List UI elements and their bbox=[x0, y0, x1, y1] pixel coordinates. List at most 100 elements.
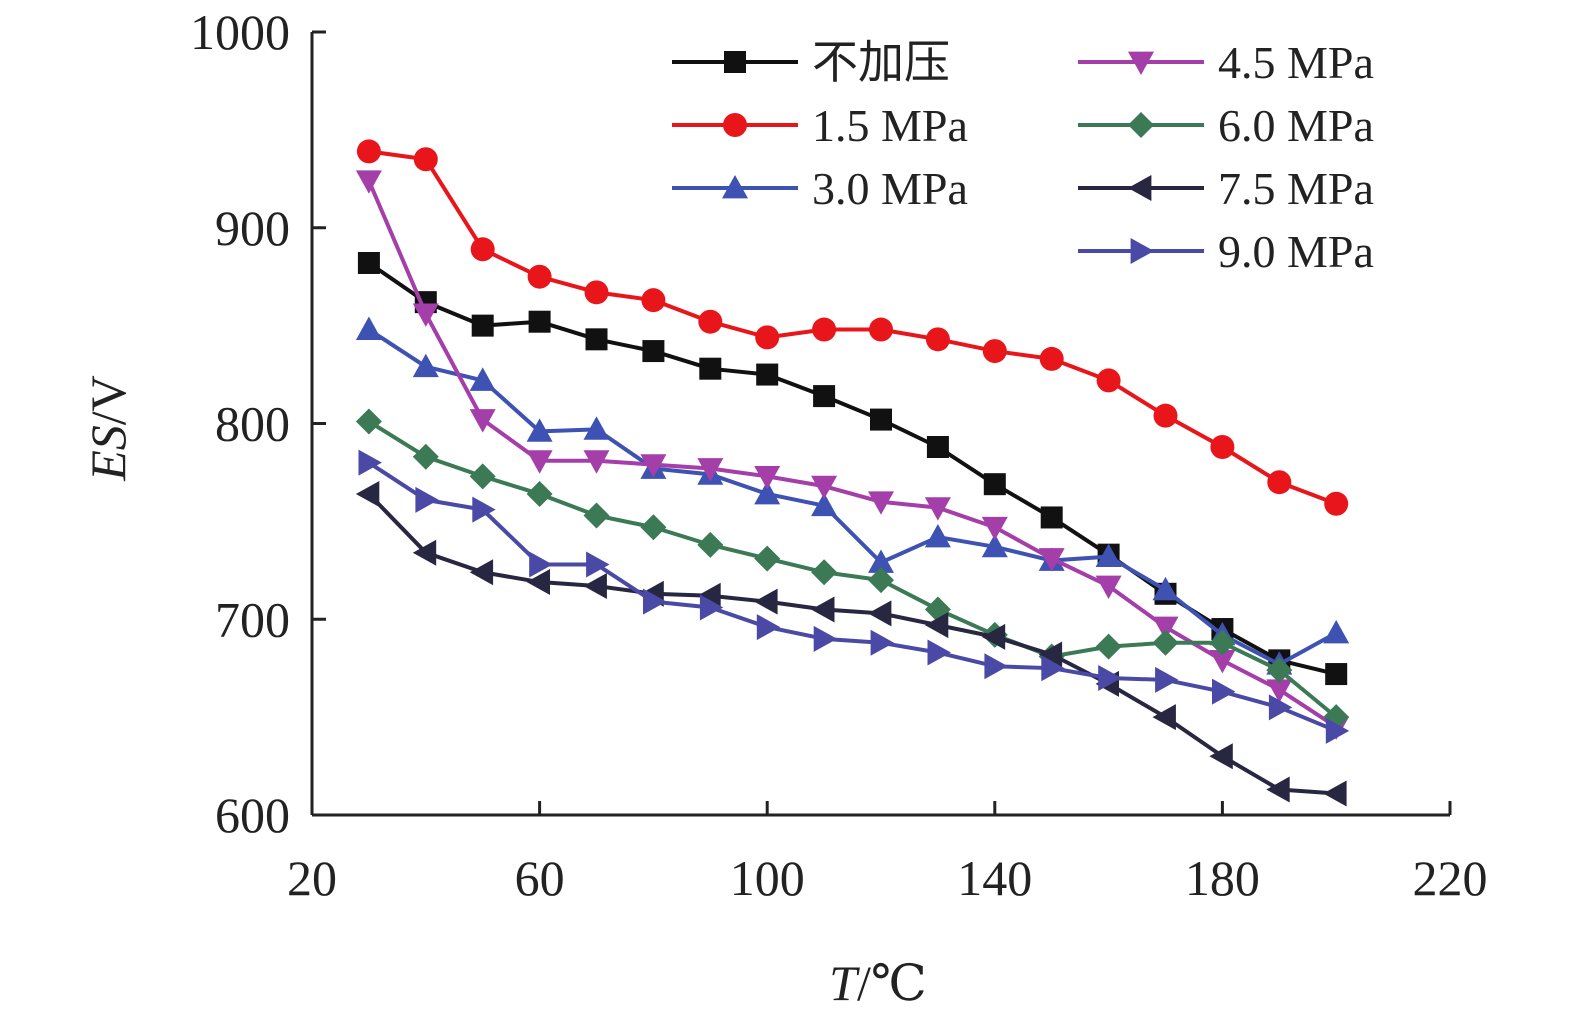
legend-item: 7.5 MPa bbox=[1078, 163, 1374, 214]
data-point bbox=[526, 418, 553, 442]
data-point bbox=[870, 408, 892, 431]
data-point bbox=[869, 317, 893, 342]
data-point bbox=[1323, 780, 1347, 807]
data-point bbox=[528, 310, 551, 333]
x-axis-title: T/℃ bbox=[829, 955, 927, 1011]
data-point bbox=[981, 533, 1008, 558]
data-point bbox=[925, 327, 950, 352]
data-point bbox=[1152, 629, 1179, 656]
data-point bbox=[529, 551, 553, 578]
data-point bbox=[1152, 576, 1179, 601]
data-point bbox=[1152, 616, 1179, 641]
data-point bbox=[640, 454, 667, 478]
data-point bbox=[355, 316, 382, 340]
x-tick-label: 140 bbox=[957, 850, 1032, 906]
data-point bbox=[640, 514, 667, 541]
data-point bbox=[415, 486, 439, 513]
data-point bbox=[868, 567, 894, 594]
data-point bbox=[1325, 717, 1350, 744]
data-point bbox=[583, 450, 610, 474]
legend-item: 9.0 MPa bbox=[1078, 226, 1374, 277]
y-tick-label: 600 bbox=[215, 787, 290, 843]
data-point bbox=[1212, 678, 1236, 705]
data-point bbox=[469, 463, 496, 490]
data-point bbox=[526, 450, 553, 474]
data-point bbox=[1096, 368, 1121, 393]
series-6 bbox=[355, 480, 1347, 807]
data-point bbox=[697, 531, 724, 558]
data-point bbox=[926, 435, 949, 458]
legend-label: 9.0 MPa bbox=[1218, 226, 1374, 277]
legend-label: 不加压 bbox=[812, 37, 950, 88]
data-point bbox=[1152, 704, 1176, 731]
data-point bbox=[927, 639, 951, 666]
data-point bbox=[1267, 470, 1292, 495]
data-point bbox=[754, 588, 778, 615]
legend-label: 4.5 MPa bbox=[1218, 37, 1374, 88]
legend-label: 6.0 MPa bbox=[1218, 100, 1374, 151]
data-point bbox=[413, 147, 438, 172]
legend-marker bbox=[1128, 112, 1154, 138]
data-point bbox=[756, 614, 781, 641]
data-point bbox=[584, 280, 609, 305]
data-point bbox=[813, 385, 836, 408]
data-point bbox=[981, 516, 1008, 541]
data-point bbox=[412, 443, 439, 470]
data-point bbox=[924, 612, 949, 639]
legend-label: 3.0 MPa bbox=[812, 163, 968, 214]
series-2 bbox=[356, 139, 1349, 516]
data-point bbox=[1038, 548, 1065, 572]
data-point bbox=[924, 524, 951, 548]
data-point bbox=[355, 170, 382, 194]
data-point bbox=[924, 497, 951, 521]
data-point bbox=[699, 594, 724, 621]
data-point bbox=[641, 288, 666, 313]
data-point bbox=[698, 309, 723, 334]
data-point bbox=[1040, 506, 1063, 529]
data-point bbox=[1266, 657, 1293, 684]
data-point bbox=[813, 625, 838, 652]
data-point bbox=[697, 582, 721, 609]
data-point bbox=[526, 569, 550, 596]
y-tick-label: 900 bbox=[215, 200, 290, 256]
data-point bbox=[585, 328, 608, 351]
data-point bbox=[1209, 649, 1236, 674]
data-point bbox=[356, 139, 381, 164]
legend-marker bbox=[1130, 238, 1154, 264]
data-point bbox=[1038, 641, 1063, 668]
data-point bbox=[358, 449, 382, 476]
data-point bbox=[412, 539, 437, 566]
data-point bbox=[1095, 575, 1122, 599]
series-5 bbox=[355, 408, 1350, 731]
series-4 bbox=[355, 170, 1350, 740]
series-line bbox=[367, 327, 1338, 667]
data-point bbox=[355, 480, 380, 507]
data-point bbox=[812, 317, 837, 342]
data-point bbox=[469, 367, 496, 391]
legend-label: 1.5 MPa bbox=[812, 100, 968, 151]
data-point bbox=[1095, 633, 1122, 660]
series-1 bbox=[357, 251, 1348, 686]
data-point bbox=[1155, 666, 1179, 693]
data-point bbox=[1266, 679, 1293, 703]
data-point bbox=[470, 237, 495, 262]
data-point bbox=[642, 340, 665, 363]
data-point bbox=[471, 314, 494, 337]
data-point bbox=[526, 480, 553, 507]
legend-item: 1.5 MPa bbox=[672, 100, 968, 151]
legend-item: 不加压 bbox=[672, 37, 950, 88]
legend-marker bbox=[724, 51, 746, 73]
y-axis-title: ES/V bbox=[80, 375, 136, 482]
x-tick-label: 220 bbox=[1413, 850, 1488, 906]
data-point bbox=[1324, 491, 1349, 516]
legend: 不加压 1.5 MPa 3.0 MPa 4.5 MPa 6.0 MPa 7.5 MPa 9.… bbox=[672, 37, 1374, 277]
data-point bbox=[981, 623, 1006, 650]
data-point bbox=[697, 458, 724, 482]
data-point bbox=[1039, 346, 1064, 371]
legend-item: 3.0 MPa bbox=[672, 163, 968, 214]
data-point bbox=[469, 559, 494, 586]
legend-marker bbox=[1128, 51, 1154, 75]
y-tick-label: 1000 bbox=[190, 4, 290, 60]
data-point bbox=[982, 339, 1007, 364]
data-point bbox=[583, 416, 610, 440]
